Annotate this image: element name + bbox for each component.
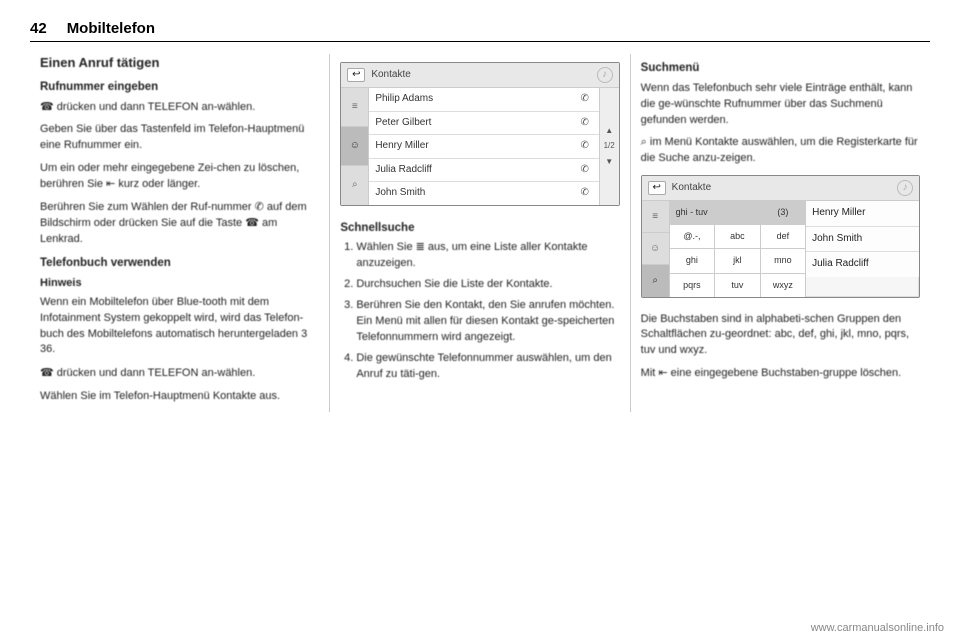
result-item[interactable]: Henry Miller	[806, 201, 919, 227]
tab-person-icon[interactable]: ☺	[642, 233, 669, 265]
column-2: ↩ Kontakte ♪ ≡ ☺ ⌕ Philip Adams✆ Peter G…	[329, 54, 629, 412]
list-item[interactable]: Peter Gilbert✆	[369, 112, 598, 136]
key-input: ghi - tuv	[670, 201, 760, 224]
key-wxyz[interactable]: wxyz	[761, 274, 805, 297]
tab-person-icon[interactable]: ☺	[341, 127, 368, 166]
key-tuv[interactable]: tuv	[715, 274, 759, 297]
p-c1-1: ☎ drücken und dann TELEFON an-wählen.	[40, 100, 319, 116]
back-icon[interactable]: ↩	[347, 68, 365, 82]
column-1: Einen Anruf tätigen Rufnummer eingeben ☎…	[30, 54, 329, 412]
key-ghi[interactable]: ghi	[670, 249, 714, 272]
list-item[interactable]: Philip Adams✆	[369, 88, 598, 112]
h4-quicksearch: Schnellsuche	[340, 220, 619, 237]
note-body: Wenn ein Mobiltelefon über Blue-tooth mi…	[40, 295, 319, 359]
keypad: ghi - tuv (3) @.-, abc def ghi jkl mno p…	[670, 201, 805, 296]
phone-icon[interactable]: ✆	[577, 186, 593, 201]
phone-icon[interactable]: ✆	[577, 116, 593, 131]
device2-title: Kontakte	[672, 181, 711, 196]
tab-list-icon[interactable]: ≡	[341, 88, 368, 127]
p-c3-2: ⌕ im Menü Kontakte auswählen, um die Reg…	[641, 135, 920, 167]
search-results: Henry Miller John Smith Julia Radcliff	[805, 201, 919, 296]
device1-title: Kontakte	[371, 68, 410, 83]
tab-search-icon[interactable]: ⌕	[341, 166, 368, 204]
phone-icon[interactable]: ✆	[577, 92, 593, 107]
key-symbols[interactable]: @.-,	[670, 225, 714, 248]
page-header: 42 Mobiltelefon	[30, 20, 930, 42]
key-count: (3)	[761, 201, 805, 224]
scroll-up-icon[interactable]: ▲	[605, 123, 613, 139]
music-note-icon[interactable]: ♪	[597, 67, 613, 83]
step-3: Berühren Sie den Kontakt, den Sie anrufe…	[356, 298, 619, 346]
p-c1-2: Geben Sie über das Tastenfeld im Telefon…	[40, 122, 319, 154]
step-4: Die gewünschte Telefonnummer auswählen, …	[356, 351, 619, 383]
key-def[interactable]: def	[761, 225, 805, 248]
p-c1-3: Um ein oder mehr eingegebene Zei-chen zu…	[40, 161, 319, 193]
step-1: Wählen Sie ≣ aus, um eine Liste aller Ko…	[356, 240, 619, 272]
page-number: 42	[30, 20, 47, 37]
device-contacts-search: ↩ Kontakte ♪ ≡ ☺ ⌕ ghi - tuv (3) @.-, ab…	[641, 175, 920, 297]
p-c1-4: Berühren Sie zum Wählen der Ruf-nummer ✆…	[40, 200, 319, 248]
watermark: www.carmanualsonline.info	[811, 622, 944, 634]
p-c3-1: Wenn das Telefonbuch sehr viele Einträge…	[641, 81, 920, 129]
device-contacts-list: ↩ Kontakte ♪ ≡ ☺ ⌕ Philip Adams✆ Peter G…	[340, 62, 619, 206]
h3-make-call: Einen Anruf tätigen	[40, 54, 319, 73]
p-c1-6: Wählen Sie im Telefon-Hauptmenü Kontakte…	[40, 389, 319, 405]
column-3: Suchmenü Wenn das Telefonbuch sehr viele…	[630, 54, 930, 412]
list-item[interactable]: Henry Miller✆	[369, 135, 598, 159]
step-2: Durchsuchen Sie die Liste der Kontakte.	[356, 277, 619, 293]
header-title: Mobiltelefon	[67, 20, 155, 37]
h4-use-phonebook: Telefonbuch verwenden	[40, 255, 319, 272]
back-icon[interactable]: ↩	[648, 181, 666, 195]
music-note-icon[interactable]: ♪	[897, 180, 913, 196]
note-title: Hinweis	[40, 276, 319, 292]
key-abc[interactable]: abc	[715, 225, 759, 248]
p-c3-3: Die Buchstaben sind in alphabeti-schen G…	[641, 312, 920, 360]
scroll-down-icon[interactable]: ▼	[605, 154, 613, 170]
phone-icon[interactable]: ✆	[577, 163, 593, 178]
list-item[interactable]: John Smith✆	[369, 182, 598, 205]
p-c1-5: ☎ drücken und dann TELEFON an-wählen.	[40, 366, 319, 382]
p-c3-4: Mit ⇤ eine eingegebene Buchstaben-gruppe…	[641, 366, 920, 382]
h4-searchmenu: Suchmenü	[641, 60, 920, 77]
phone-icon[interactable]: ✆	[577, 139, 593, 154]
h4-enter-number: Rufnummer eingeben	[40, 79, 319, 96]
key-pqrs[interactable]: pqrs	[670, 274, 714, 297]
list-item[interactable]: Julia Radcliff✆	[369, 159, 598, 183]
key-jkl[interactable]: jkl	[715, 249, 759, 272]
tab-search-icon[interactable]: ⌕	[642, 265, 669, 296]
quicksearch-steps: Wählen Sie ≣ aus, um eine Liste aller Ko…	[340, 240, 619, 383]
tab-list-icon[interactable]: ≡	[642, 201, 669, 233]
result-item[interactable]: John Smith	[806, 227, 919, 253]
result-item[interactable]: Julia Radcliff	[806, 252, 919, 277]
note-box: Hinweis Wenn ein Mobiltelefon über Blue-…	[40, 276, 319, 359]
key-mno[interactable]: mno	[761, 249, 805, 272]
scrollbar[interactable]: ▲ 1/2 ▼	[599, 88, 619, 205]
scroll-pos: 1/2	[604, 138, 615, 154]
